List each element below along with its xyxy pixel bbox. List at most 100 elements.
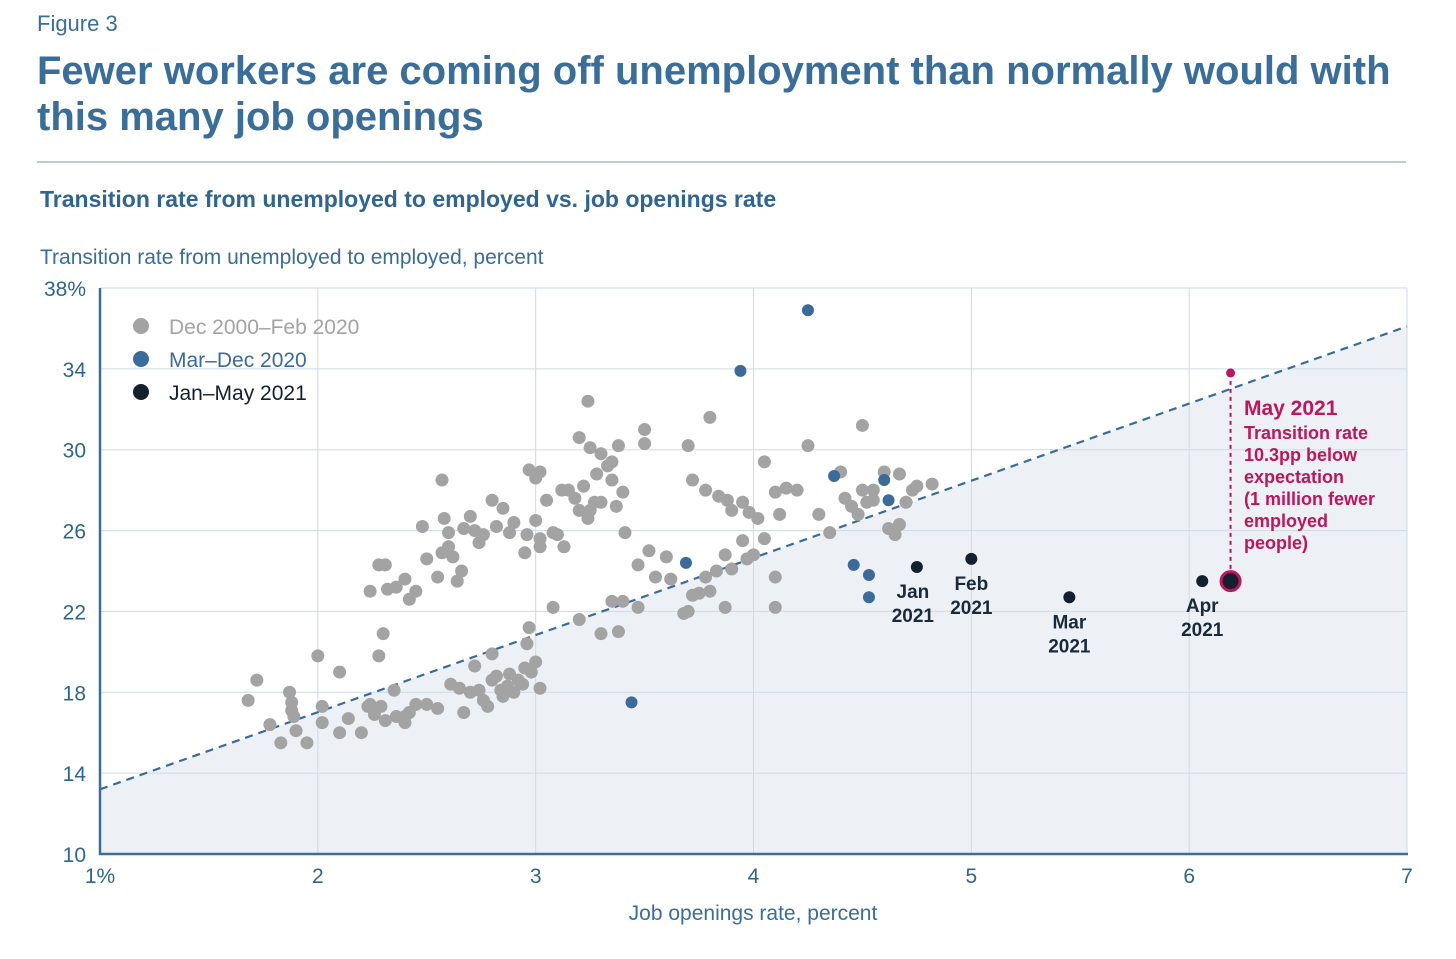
- data-point: [446, 550, 460, 564]
- annotation-line: 10.3pp below: [1244, 445, 1358, 465]
- data-point: [572, 503, 586, 517]
- data-point: [378, 558, 392, 572]
- data-point: [463, 509, 477, 523]
- data-point: [250, 673, 264, 687]
- legend-label: Jan–May 2021: [169, 382, 307, 405]
- data-point: [546, 600, 560, 614]
- data-point: [709, 564, 723, 578]
- data-point: [522, 621, 536, 635]
- data-point: [409, 584, 423, 598]
- annotation-line: expectation: [1244, 467, 1344, 487]
- data-point: [910, 479, 924, 493]
- data-point: [442, 540, 456, 554]
- data-point: [431, 701, 445, 715]
- may-2021-point: [1219, 570, 1242, 593]
- data-point: [311, 649, 325, 663]
- data-point: [489, 669, 503, 683]
- data-point: [703, 410, 717, 424]
- data-point: [725, 503, 739, 517]
- data-point: [590, 467, 604, 481]
- data-point: [550, 528, 564, 542]
- data-point: [387, 683, 401, 697]
- data-point: [263, 718, 277, 732]
- legend-label: Dec 2000–Feb 2020: [169, 316, 359, 339]
- chart-subtitle: Transition rate from unemployed to emplo…: [40, 186, 777, 212]
- data-point: [734, 364, 747, 377]
- data-point: [496, 501, 510, 515]
- data-point: [631, 558, 645, 572]
- data-point: [241, 693, 255, 707]
- data-point: [333, 665, 347, 679]
- data-point: [686, 473, 700, 487]
- y-axis-title: Transition rate from unemployed to emplo…: [40, 246, 544, 269]
- point-label: Apr 2021: [1181, 596, 1224, 641]
- data-point: [287, 710, 301, 724]
- data-point: [699, 570, 713, 584]
- data-point: [790, 483, 804, 497]
- data-point: [376, 627, 390, 641]
- annotation-line: Transition rate: [1244, 423, 1368, 443]
- data-point: [757, 532, 771, 546]
- data-point: [518, 546, 532, 560]
- point-label: Feb 2021: [950, 574, 993, 619]
- x-tick-label: 3: [530, 865, 542, 888]
- data-point: [618, 526, 632, 540]
- data-point: [801, 439, 815, 453]
- data-point: [540, 493, 554, 507]
- data-point: [583, 441, 597, 455]
- data-point: [485, 647, 499, 661]
- data-point: [398, 716, 412, 730]
- data-point: [910, 560, 923, 573]
- data-point: [812, 507, 826, 521]
- data-point: [605, 473, 619, 487]
- data-point: [572, 613, 586, 627]
- data-point: [679, 556, 692, 569]
- data-point: [450, 574, 464, 588]
- data-point: [533, 465, 547, 479]
- data-point: [520, 637, 534, 651]
- data-point: [611, 439, 625, 453]
- data-point: [757, 455, 771, 469]
- data-point: [882, 494, 895, 507]
- figure-label: Figure 3: [37, 11, 118, 36]
- data-point: [625, 696, 638, 709]
- data-point: [855, 418, 869, 432]
- data-point: [485, 493, 499, 507]
- data-point: [878, 474, 891, 487]
- data-point: [768, 600, 782, 614]
- y-tick-label: 22: [63, 601, 86, 624]
- data-point: [768, 485, 782, 499]
- data-point: [468, 659, 482, 673]
- data-point: [457, 522, 471, 536]
- x-tick-label: 4: [748, 865, 760, 888]
- x-tick-label: 1%: [85, 865, 115, 888]
- data-point: [664, 572, 678, 586]
- data-point: [374, 699, 388, 713]
- data-point: [594, 447, 608, 461]
- data-point: [274, 736, 288, 750]
- data-point: [725, 562, 739, 576]
- legend-marker: [133, 384, 149, 400]
- data-point: [862, 591, 875, 604]
- annotation-title: May 2021: [1244, 397, 1338, 420]
- data-point: [659, 550, 673, 564]
- data-point: [452, 681, 466, 695]
- data-point: [720, 493, 734, 507]
- data-point: [409, 697, 423, 711]
- data-point: [609, 499, 623, 513]
- data-point: [420, 697, 434, 711]
- data-point: [489, 520, 503, 534]
- x-axis-title: Job openings rate, percent: [629, 902, 878, 925]
- data-point: [828, 469, 841, 482]
- data-point: [524, 665, 538, 679]
- data-point: [851, 507, 865, 521]
- data-point: [496, 689, 510, 703]
- x-tick-label: 7: [1401, 865, 1413, 888]
- data-point: [415, 520, 429, 534]
- data-point: [398, 572, 412, 586]
- point-label: Mar 2021: [1048, 612, 1091, 657]
- legend-marker: [133, 351, 149, 367]
- data-point: [779, 481, 793, 495]
- title-divider: [37, 161, 1406, 163]
- data-point: [577, 479, 591, 493]
